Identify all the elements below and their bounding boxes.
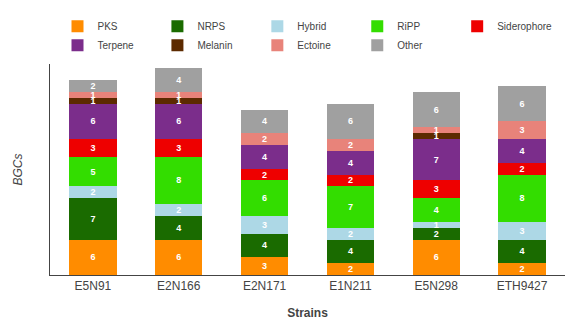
svg-text:Strains: Strains xyxy=(287,306,328,320)
svg-text:4: 4 xyxy=(176,223,181,233)
svg-text:2: 2 xyxy=(176,205,181,215)
svg-text:BGCs: BGCs xyxy=(11,153,25,185)
svg-text:3: 3 xyxy=(520,125,525,135)
svg-text:6: 6 xyxy=(176,116,181,126)
svg-text:3: 3 xyxy=(520,226,525,236)
svg-text:PKS: PKS xyxy=(98,21,118,32)
svg-text:4: 4 xyxy=(262,116,267,126)
svg-text:2: 2 xyxy=(90,187,95,197)
svg-text:NRPS: NRPS xyxy=(197,21,225,32)
svg-text:2: 2 xyxy=(348,229,353,239)
svg-text:4: 4 xyxy=(348,246,353,256)
svg-text:5: 5 xyxy=(90,167,95,177)
svg-text:1: 1 xyxy=(176,90,181,100)
svg-text:4: 4 xyxy=(520,146,525,156)
svg-text:8: 8 xyxy=(520,193,525,203)
svg-text:1: 1 xyxy=(434,125,439,135)
svg-text:2: 2 xyxy=(348,264,353,274)
svg-text:1: 1 xyxy=(176,96,181,106)
svg-text:1: 1 xyxy=(434,220,439,230)
svg-text:6: 6 xyxy=(434,105,439,115)
svg-text:1: 1 xyxy=(90,96,95,106)
svg-text:3: 3 xyxy=(262,220,267,230)
svg-text:Terpene: Terpene xyxy=(98,40,135,51)
svg-text:4: 4 xyxy=(434,205,439,215)
svg-text:Siderophore: Siderophore xyxy=(497,21,552,32)
svg-text:6: 6 xyxy=(520,99,525,109)
svg-text:2: 2 xyxy=(520,264,525,274)
svg-text:1: 1 xyxy=(90,90,95,100)
svg-text:6: 6 xyxy=(262,193,267,203)
svg-text:E2N171: E2N171 xyxy=(243,279,287,293)
svg-text:ETH9427: ETH9427 xyxy=(497,279,548,293)
svg-text:1: 1 xyxy=(434,131,439,141)
svg-text:4: 4 xyxy=(262,152,267,162)
svg-text:4: 4 xyxy=(520,246,525,256)
svg-text:6: 6 xyxy=(90,252,95,262)
svg-text:2: 2 xyxy=(90,81,95,91)
svg-text:3: 3 xyxy=(434,184,439,194)
svg-text:6: 6 xyxy=(90,116,95,126)
svg-text:Other: Other xyxy=(397,40,423,51)
svg-text:2: 2 xyxy=(348,175,353,185)
svg-text:4: 4 xyxy=(176,75,181,85)
svg-text:Melanin: Melanin xyxy=(197,40,232,51)
svg-text:E5N91: E5N91 xyxy=(75,279,112,293)
svg-text:4: 4 xyxy=(348,158,353,168)
svg-text:2: 2 xyxy=(262,134,267,144)
svg-text:7: 7 xyxy=(348,202,353,212)
svg-text:3: 3 xyxy=(262,261,267,271)
svg-text:4: 4 xyxy=(262,240,267,250)
svg-text:Hybrid: Hybrid xyxy=(297,21,326,32)
svg-text:Ectoine: Ectoine xyxy=(297,40,331,51)
svg-text:E2N166: E2N166 xyxy=(157,279,201,293)
svg-text:E1N211: E1N211 xyxy=(329,279,372,293)
svg-text:2: 2 xyxy=(262,170,267,180)
svg-text:6: 6 xyxy=(176,252,181,262)
svg-text:2: 2 xyxy=(434,229,439,239)
svg-text:2: 2 xyxy=(520,164,525,174)
svg-text:3: 3 xyxy=(176,143,181,153)
svg-text:7: 7 xyxy=(434,155,439,165)
svg-text:3: 3 xyxy=(90,143,95,153)
svg-text:RiPP: RiPP xyxy=(397,21,420,32)
svg-text:7: 7 xyxy=(90,214,95,224)
svg-text:8: 8 xyxy=(176,175,181,185)
svg-text:E5N298: E5N298 xyxy=(415,279,459,293)
svg-text:6: 6 xyxy=(434,252,439,262)
svg-text:2: 2 xyxy=(348,140,353,150)
svg-text:6: 6 xyxy=(348,116,353,126)
